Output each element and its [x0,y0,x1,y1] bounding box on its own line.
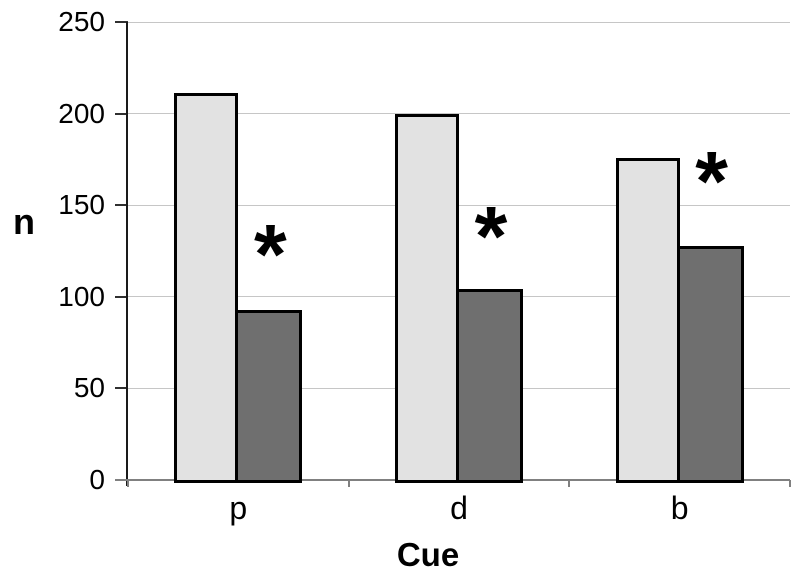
significance-asterisk-d: * [474,188,508,283]
y-tick-label-50: 50 [73,372,105,404]
x-tick-1 [347,480,350,487]
y-tick-100 [115,295,128,298]
y-tick-50 [115,387,128,390]
y-axis-line [126,22,128,486]
y-axis-title: n [13,201,35,242]
y-tick-150 [115,204,128,207]
y-tick-label-100: 100 [58,280,105,312]
category-label-p: p [229,490,248,526]
bar-dark-gray-b [676,245,744,483]
gridline-150 [128,204,790,206]
bar-dark-gray-d [456,289,523,483]
gridline-250 [128,21,790,23]
x-tick-2 [568,480,571,487]
category-label-d: d [450,490,468,526]
bar-dark-gray-p [235,309,303,483]
y-tick-label-0: 0 [89,464,105,495]
x-tick-0 [127,480,129,487]
bar-light-gray-p [174,93,239,483]
significance-asterisk-b: * [695,133,728,228]
y-tick-250 [115,21,128,23]
x-tick-3 [789,480,791,487]
category-label-b: b [670,490,689,526]
y-tick-label-200: 200 [58,97,105,129]
bar-light-gray-d [395,113,459,483]
gridline-200 [128,113,790,115]
y-tick-label-250: 250 [58,6,105,37]
y-tick-200 [115,112,128,115]
bar-light-gray-b [615,157,680,483]
y-tick-label-150: 150 [58,189,105,221]
significance-asterisk-p: * [253,207,287,301]
x-axis-title: Cue [396,536,460,573]
